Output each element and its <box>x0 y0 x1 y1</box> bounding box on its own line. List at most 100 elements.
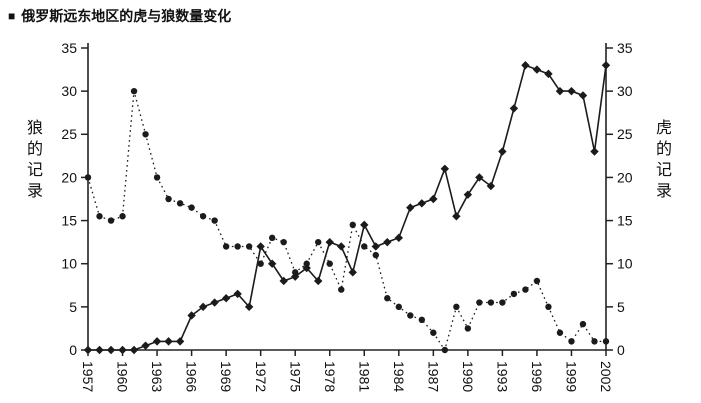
y-axis-label-left: 狼的记录 <box>26 120 43 200</box>
series-wolves-marker <box>591 338 598 345</box>
series-tigers-marker <box>406 203 415 212</box>
y-tick-label-left: 35 <box>61 40 77 56</box>
series-tigers-marker <box>360 220 369 230</box>
series-wolves-marker <box>545 303 552 311</box>
y-tick-label-left: 5 <box>69 299 77 315</box>
series-tigers-marker <box>210 298 219 307</box>
y-tick-label-right: 5 <box>617 299 625 315</box>
series-wolves-marker <box>326 260 333 267</box>
series-wolves-marker <box>211 217 218 224</box>
series-tigers-marker <box>463 190 473 199</box>
series-wolves-marker <box>568 338 575 345</box>
series-tigers-marker <box>129 345 139 355</box>
series-wolves-marker <box>119 213 126 220</box>
series-tigers-marker <box>509 104 519 113</box>
series-wolves-marker <box>395 303 402 311</box>
series-tigers <box>83 61 611 355</box>
series-tigers-marker <box>601 61 611 70</box>
y-tick-label-right: 0 <box>617 342 625 358</box>
series-tigers-marker <box>267 259 277 268</box>
series-wolves-marker <box>165 195 172 203</box>
series-tigers-marker <box>256 242 265 251</box>
series-wolves-marker <box>153 174 161 181</box>
x-tick-label: 1996 <box>529 361 545 392</box>
x-tick-label: 1969 <box>218 361 234 392</box>
series-tigers-marker <box>152 337 162 346</box>
x-tick-label: 1972 <box>253 361 269 392</box>
y-tick-label-right: 10 <box>617 256 633 272</box>
series-wolves-marker <box>487 299 495 306</box>
series-wolves-marker <box>96 213 103 220</box>
series-wolves-marker <box>234 243 241 250</box>
series-wolves-marker <box>107 217 115 224</box>
series-wolves-marker <box>510 290 518 298</box>
series-tigers-marker <box>440 164 450 173</box>
series-wolves-marker <box>476 299 483 306</box>
x-tick-label: 1963 <box>149 361 165 392</box>
series-wolves-marker <box>522 286 529 293</box>
series-tigers-marker <box>567 86 576 96</box>
series-wolves-marker <box>464 325 472 332</box>
series-wolves-marker <box>130 87 138 95</box>
x-tick-label: 1960 <box>115 361 131 392</box>
series-wolves-marker <box>199 213 207 220</box>
series-tigers-marker <box>244 302 254 312</box>
series-tigers-marker <box>198 302 208 312</box>
y-tick-label-right: 20 <box>617 169 633 185</box>
series-tigers-marker <box>452 212 461 221</box>
series-tigers-marker <box>302 263 311 273</box>
series-wolves-marker <box>292 269 299 276</box>
series-wolves-marker <box>222 243 230 250</box>
series-tigers-marker <box>118 345 127 355</box>
page-title: 俄罗斯远东地区的虎与狼数量变化 <box>21 8 232 24</box>
x-tick-label: 1957 <box>80 361 96 392</box>
series-tigers-marker <box>555 86 565 96</box>
series-wolves-marker <box>499 299 506 306</box>
y-tick-label-right: 15 <box>617 212 633 228</box>
series-wolves-marker <box>372 251 379 259</box>
series-wolves-marker <box>407 312 414 319</box>
series-tigers-marker <box>279 276 288 286</box>
series-wolves-line <box>87 90 606 352</box>
series-wolves-marker <box>602 338 610 345</box>
series-tigers-marker <box>233 289 242 299</box>
y-tick-label-left: 20 <box>61 169 77 185</box>
series-tigers-marker <box>187 311 196 320</box>
x-tick-label: 1978 <box>322 361 338 392</box>
y-tick-label-right: 35 <box>617 40 633 56</box>
series-wolves-marker <box>556 329 564 336</box>
series-tigers-marker <box>475 173 484 182</box>
y-tick-label-left: 25 <box>61 126 77 142</box>
series-wolves-marker <box>441 346 449 354</box>
x-tick-label: 1990 <box>460 361 476 392</box>
series-tigers-marker <box>291 272 300 281</box>
series-tigers-marker <box>486 181 496 191</box>
series-wolves-marker <box>349 221 356 229</box>
series-tigers-marker <box>429 194 438 204</box>
chart-title: ■ 俄罗斯远东地区的虎与狼数量变化 <box>8 6 231 26</box>
series-tigers-marker <box>337 242 346 251</box>
axes: 0 0 5 5 10 10 15 15 20 20 25 25 30 30 35 35 1957 1960 1963… <box>61 40 632 392</box>
series-tigers-marker <box>83 345 93 355</box>
series-wolves-marker <box>303 260 310 267</box>
y-tick-label-left: 15 <box>61 212 77 228</box>
series-wolves-marker <box>384 295 391 302</box>
series-wolves-marker <box>315 238 322 246</box>
y-tick-label-left: 0 <box>69 342 77 358</box>
x-tick-label: 1999 <box>564 361 580 392</box>
series-tigers-marker <box>521 61 530 70</box>
series-tigers-marker <box>95 345 104 355</box>
x-tick-label: 1984 <box>391 361 407 392</box>
series-tigers-marker <box>175 337 185 346</box>
series-wolves-marker <box>579 320 587 328</box>
series-wolves-marker <box>84 174 92 181</box>
series-tigers-marker <box>383 237 392 247</box>
series-tigers-marker <box>578 91 588 100</box>
series-wolves-marker <box>430 329 437 336</box>
series-wolves-marker <box>257 260 264 267</box>
series-tigers-marker <box>544 69 553 79</box>
series-tigers-marker <box>106 345 116 355</box>
series-wolves-marker <box>338 286 345 293</box>
series-tigers-line <box>88 64 607 351</box>
series-tigers-marker <box>371 242 380 251</box>
